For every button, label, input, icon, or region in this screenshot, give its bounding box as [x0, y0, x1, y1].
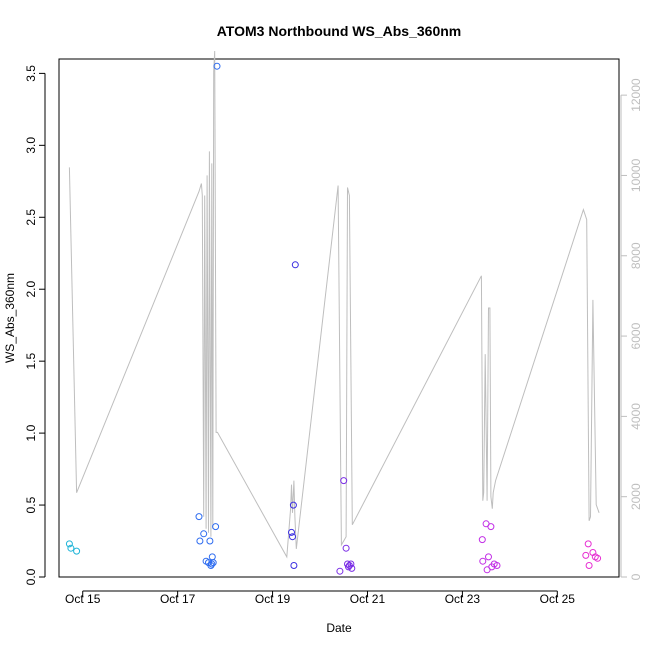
data-point	[200, 530, 208, 538]
data-point	[585, 562, 593, 569]
data-point	[288, 528, 295, 536]
data-point	[478, 536, 486, 544]
y-tick-label: 1.5	[24, 353, 38, 370]
data-point	[289, 533, 296, 541]
data-point	[195, 513, 203, 521]
data-point	[582, 551, 590, 559]
data-point	[344, 560, 351, 568]
x-tick-label: Oct 19	[255, 592, 291, 606]
data-point	[290, 562, 298, 569]
y-tick-label: 0.5	[24, 496, 38, 513]
right-y-tick-label: 2000	[629, 483, 643, 510]
y-tick-label: 3.5	[24, 65, 38, 82]
altitude-line	[68, 50, 600, 559]
data-point	[336, 567, 344, 575]
data-point	[213, 62, 221, 70]
data-point	[485, 553, 492, 561]
right-y-tick-label: 6000	[629, 322, 643, 349]
chart-title: ATOM3 Northbound WS_Abs_360nm	[217, 23, 462, 39]
data-point	[342, 544, 350, 552]
data-point	[208, 553, 216, 561]
x-axis-label: Date	[326, 621, 352, 635]
data-point	[487, 523, 495, 531]
y-axis-label: WS_Abs_360nm	[3, 273, 17, 363]
data-point	[594, 554, 602, 562]
data-point	[196, 537, 204, 545]
data-point	[209, 559, 217, 567]
x-tick-label: Oct 15	[65, 592, 101, 606]
data-point	[206, 537, 214, 545]
y-tick-label: 2.0	[24, 281, 38, 298]
data-point	[73, 547, 81, 555]
right-y-axis: 0 2000 4000 6000 8000 10000 12000	[620, 78, 643, 580]
right-y-tick-label: 10000	[629, 158, 643, 192]
y-tick-label: 0.0	[24, 568, 38, 585]
x-tick-label: Oct 21	[350, 592, 386, 606]
data-point	[289, 501, 297, 509]
y-tick-label: 3.0	[24, 137, 38, 154]
data-point	[291, 261, 299, 269]
data-point	[479, 557, 487, 565]
y-tick-label: 1.0	[24, 424, 38, 441]
data-point	[347, 560, 355, 568]
x-tick-label: Oct 17	[160, 592, 196, 606]
x-tick-label: Oct 23	[445, 592, 481, 606]
x-axis: Oct 15 Oct 17 Oct 19 Oct 21 Oct 23 Oct 25	[65, 590, 576, 606]
plot-box	[58, 58, 620, 578]
data-point	[493, 562, 501, 569]
data-points-layer	[65, 62, 602, 575]
data-point	[212, 523, 220, 531]
y-axis: 0.0 0.5 1.0 1.5 2.0 2.5 3.0 3.5	[24, 65, 46, 585]
altitude-line-layer	[68, 50, 600, 559]
data-point	[584, 540, 592, 548]
right-y-tick-label: 12000	[629, 78, 643, 112]
right-y-tick-label: 0	[629, 573, 643, 580]
y-tick-label: 2.5	[24, 209, 38, 226]
data-point	[348, 564, 356, 572]
data-point	[67, 544, 75, 552]
right-y-tick-label: 4000	[629, 403, 643, 430]
x-tick-label: Oct 25	[540, 592, 576, 606]
data-point	[65, 540, 73, 548]
data-point	[340, 477, 348, 485]
right-y-tick-label: 8000	[629, 242, 643, 269]
data-point	[208, 560, 216, 568]
